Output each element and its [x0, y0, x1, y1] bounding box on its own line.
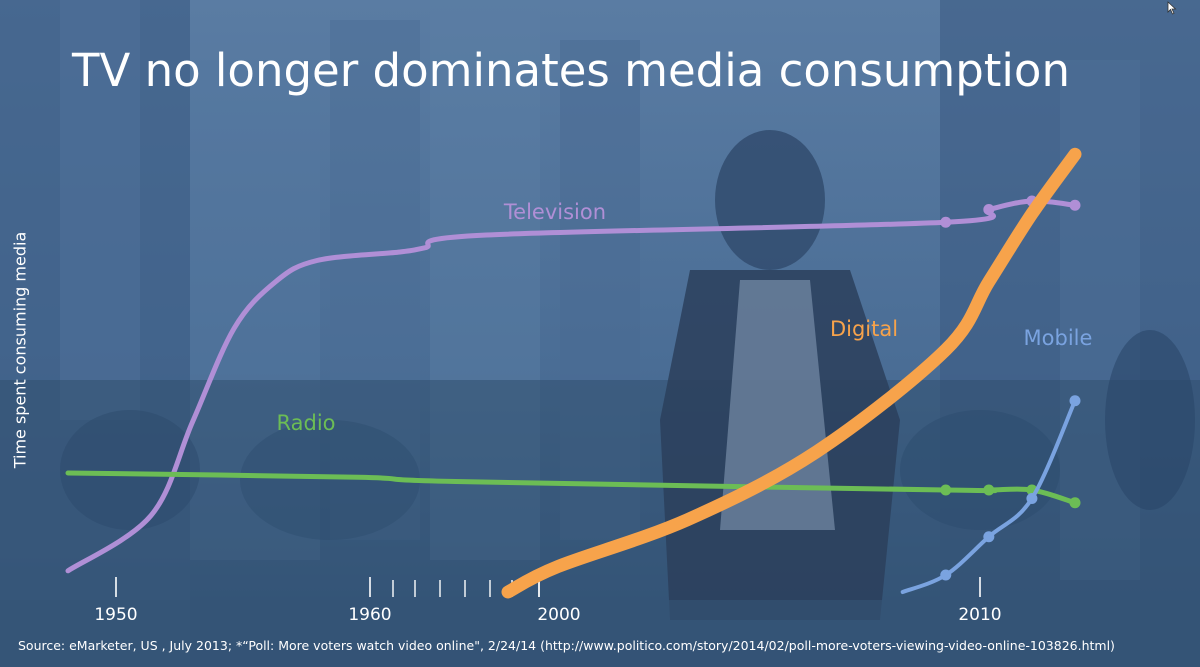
data-point — [1069, 395, 1081, 407]
source-citation: Source: eMarketer, US , July 2013; *“Pol… — [18, 638, 1115, 653]
series-line-television — [65, 198, 1078, 574]
data-point — [1026, 493, 1038, 504]
x-tick-label: 2010 — [958, 605, 1001, 625]
series-label-mobile: Mobile — [1024, 326, 1093, 350]
data-point — [1069, 497, 1081, 509]
series-mobile: Mobile — [900, 326, 1093, 594]
y-axis-label: Time spent consuming media — [10, 231, 30, 469]
x-axis-ticks — [115, 577, 981, 597]
data-point — [1069, 199, 1081, 211]
data-point — [940, 569, 952, 581]
series-digital: Digital — [501, 147, 1082, 599]
series-label-television: Television — [503, 200, 606, 224]
series-radio: Radio — [65, 411, 1081, 509]
data-point — [940, 484, 952, 496]
slide-title: TV no longer dominates media consumption — [72, 44, 1070, 97]
series-television: Television — [65, 195, 1081, 574]
x-tick-label: 1950 — [94, 605, 137, 625]
series-line-radio — [65, 470, 1078, 506]
series-label-digital: Digital — [830, 317, 898, 341]
series-label-radio: Radio — [276, 411, 335, 435]
x-tick-label: 2000 — [537, 605, 580, 625]
data-point — [983, 531, 995, 543]
data-point — [983, 204, 995, 215]
x-tick-label: 1960 — [348, 605, 391, 625]
series-line-digital — [501, 147, 1082, 599]
mouse-cursor-icon — [1167, 1, 1177, 15]
data-point — [940, 216, 952, 228]
data-point — [983, 484, 995, 496]
